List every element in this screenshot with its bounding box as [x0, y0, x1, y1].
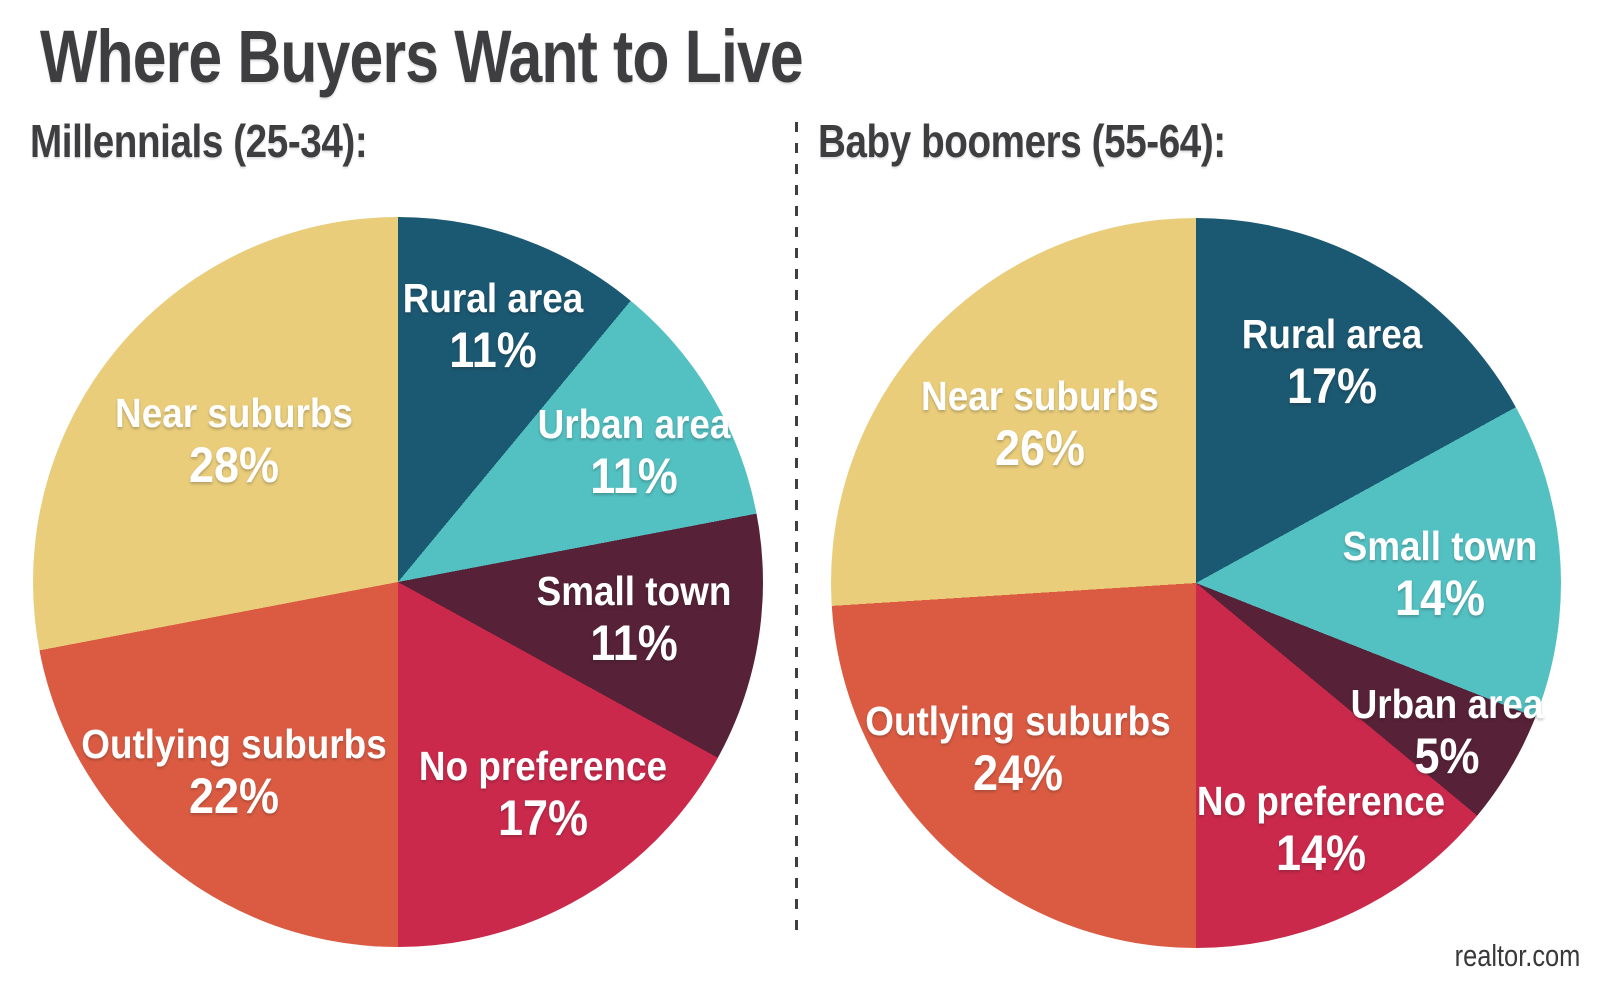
pie-chart-millennials: Rural area 11% Urban area 11% Small town 11% N…: [33, 217, 763, 947]
slice-label-near-suburbs: Near suburbs 28%: [115, 390, 353, 493]
slice-label-small-town: Small town 11%: [536, 568, 732, 671]
slice-percent: 17%: [497, 789, 589, 846]
slice-label-urban-area: Urban area 11%: [537, 401, 731, 504]
slice-name: Small town: [1342, 523, 1538, 570]
slice-label-rural-area: Rural area 11%: [402, 275, 584, 378]
slice-label-urban-area: Urban area 5%: [1350, 681, 1544, 784]
slice-label-rural-area: Rural area 17%: [1241, 311, 1423, 414]
slice-label-near-suburbs: Near suburbs 26%: [921, 373, 1159, 476]
dashed-divider-line: [795, 122, 798, 940]
slice-name: Outlying suburbs: [81, 721, 387, 768]
slice-label-outlying-suburbs: Outlying suburbs 24%: [865, 698, 1171, 801]
source-credit: realtor.com: [1454, 938, 1580, 973]
slice-name: Near suburbs: [115, 390, 353, 437]
pie-chart-baby-boomers: Rural area 17% Small town 14% Urban area 5% No…: [831, 218, 1561, 948]
slice-percent: 24%: [972, 744, 1064, 801]
slice-label-outlying-suburbs: Outlying suburbs 22%: [81, 721, 387, 824]
slice-percent: 11%: [590, 614, 678, 671]
slice-percent: 17%: [1286, 357, 1378, 414]
slice-percent: 14%: [1275, 824, 1367, 881]
slice-name: Urban area: [537, 401, 731, 448]
slice-percent: 14%: [1394, 569, 1486, 626]
slice-name: Outlying suburbs: [865, 698, 1171, 745]
slice-percent: 22%: [188, 767, 280, 824]
slice-percent: 11%: [449, 321, 537, 378]
slice-name: No preference: [1196, 778, 1446, 825]
slice-percent: 11%: [590, 447, 678, 504]
slice-label-no-preference: No preference 17%: [418, 743, 668, 846]
slice-name: Near suburbs: [921, 373, 1159, 420]
chart-title-millennials: Millennials (25-34):: [30, 115, 368, 167]
slice-percent: 26%: [994, 419, 1086, 476]
page-title: Where Buyers Want to Live: [40, 15, 804, 98]
slice-label-small-town: Small town 14%: [1342, 523, 1538, 626]
slice-name: Small town: [536, 568, 732, 615]
chart-title-baby-boomers: Baby boomers (55-64):: [818, 115, 1226, 167]
slice-name: No preference: [418, 743, 668, 790]
slice-name: Rural area: [1241, 311, 1423, 358]
slice-percent: 28%: [188, 436, 280, 493]
slice-percent: 5%: [1414, 727, 1480, 784]
slice-name: Rural area: [402, 275, 584, 322]
slice-name: Urban area: [1350, 681, 1544, 728]
slice-label-no-preference: No preference 14%: [1196, 778, 1446, 881]
